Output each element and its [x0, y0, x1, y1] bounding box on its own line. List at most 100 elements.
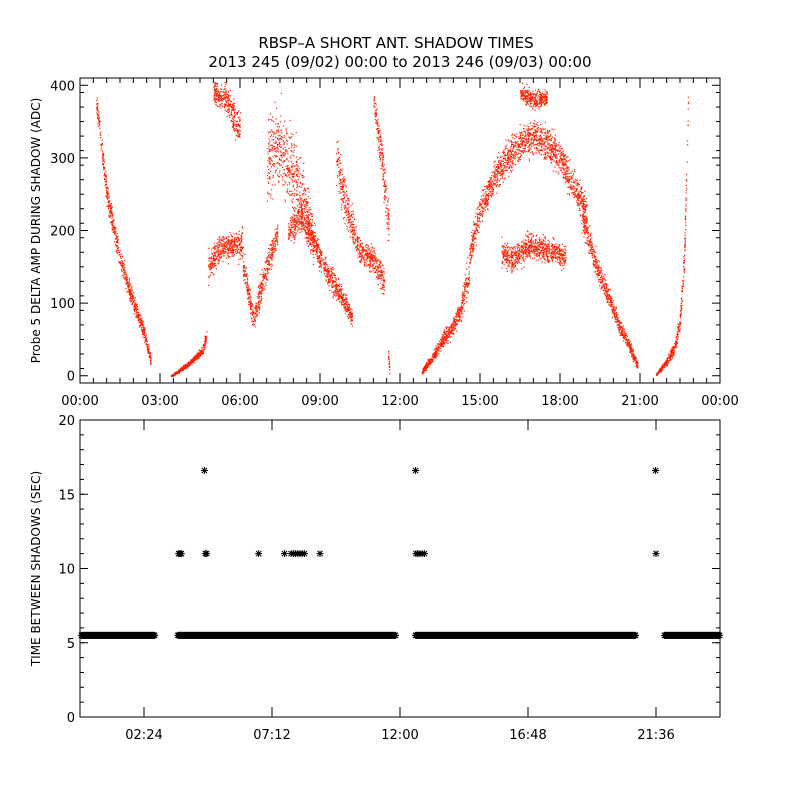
amp-point	[333, 268, 335, 270]
amp-point	[300, 157, 302, 159]
amp-point	[372, 255, 374, 257]
amp-point	[346, 214, 348, 216]
amp-point	[378, 152, 380, 154]
amp-point	[251, 303, 253, 305]
amp-point	[364, 262, 366, 264]
amp-point	[231, 108, 233, 110]
amp-point	[296, 165, 298, 167]
amp-point	[272, 164, 274, 166]
amp-point	[135, 308, 137, 310]
amp-point	[238, 230, 240, 232]
amp-point	[291, 179, 294, 181]
x-tick-label: 03:00	[141, 394, 178, 409]
amp-point	[320, 252, 322, 254]
amp-point	[222, 249, 224, 251]
amp-point	[333, 293, 335, 295]
amp-point	[220, 239, 223, 241]
amp-point	[278, 163, 280, 165]
amp-point	[140, 319, 143, 322]
amp-point	[223, 93, 226, 95]
amp-point	[233, 116, 235, 118]
amp-point	[317, 260, 319, 262]
amp-point	[128, 281, 130, 283]
amp-point	[421, 373, 423, 375]
amp-point	[297, 200, 299, 202]
amp-point	[226, 236, 228, 238]
amp-point	[308, 224, 310, 226]
amp-point	[343, 184, 345, 186]
amp-point	[124, 271, 126, 273]
amp-point	[302, 214, 304, 216]
amp-point	[217, 105, 219, 107]
amp-point	[302, 227, 304, 229]
amp-point	[104, 180, 107, 182]
amp-point	[328, 277, 330, 279]
amp-point	[311, 240, 313, 242]
amp-point	[306, 233, 308, 235]
amp-point	[141, 329, 143, 331]
amp-point	[309, 237, 312, 240]
amp-point	[331, 286, 333, 288]
amp-point	[330, 268, 332, 270]
amp-point	[218, 98, 220, 100]
amp-point	[238, 124, 240, 127]
amp-point	[334, 290, 336, 292]
amp-point	[141, 321, 143, 324]
amp-point	[280, 159, 282, 161]
amp-point	[124, 267, 126, 269]
amp-point	[224, 82, 226, 84]
amp-point	[224, 86, 226, 88]
amp-point	[126, 281, 128, 284]
amp-point	[234, 139, 237, 141]
amp-point	[196, 359, 198, 361]
amp-point	[226, 244, 228, 246]
amp-point	[302, 222, 304, 224]
amp-point	[335, 282, 337, 284]
amp-point	[369, 263, 371, 265]
amp-point	[138, 314, 140, 316]
amp-point	[342, 184, 344, 186]
amp-point	[211, 262, 213, 264]
amp-point	[332, 297, 334, 299]
amp-point	[179, 368, 181, 370]
amp-point	[325, 269, 328, 271]
amp-point	[215, 245, 217, 247]
amp-point	[283, 155, 285, 157]
amp-point	[209, 267, 211, 269]
amp-point	[114, 230, 116, 232]
amp-point	[140, 325, 142, 327]
amp-point	[276, 231, 279, 233]
amp-point	[443, 346, 445, 348]
amp-point	[235, 237, 237, 239]
amp-point	[112, 225, 114, 227]
amp-point	[104, 167, 106, 169]
amp-point	[110, 215, 112, 217]
amp-point	[228, 257, 230, 259]
amp-point	[273, 242, 275, 244]
amp-point	[140, 317, 142, 319]
amp-point	[175, 373, 177, 375]
amp-point	[343, 191, 345, 193]
amp-point	[123, 270, 125, 272]
amp-point	[238, 120, 240, 122]
amp-point	[241, 248, 243, 250]
amp-point	[237, 239, 239, 241]
amp-point	[234, 246, 236, 248]
amp-point	[240, 112, 242, 114]
amp-point	[309, 232, 311, 234]
amp-point	[269, 254, 271, 256]
amp-point	[246, 282, 248, 284]
amp-point	[106, 188, 108, 190]
amp-point	[295, 214, 297, 216]
amp-point	[450, 328, 453, 330]
amp-point	[337, 151, 340, 153]
amp-point	[219, 106, 221, 108]
amp-point	[221, 106, 223, 108]
amp-point	[235, 127, 237, 130]
amp-point	[251, 305, 253, 307]
amp-point	[308, 235, 310, 237]
amp-point	[236, 124, 238, 126]
amp-point	[433, 355, 435, 357]
amp-point	[216, 98, 218, 100]
amp-point	[319, 270, 321, 272]
